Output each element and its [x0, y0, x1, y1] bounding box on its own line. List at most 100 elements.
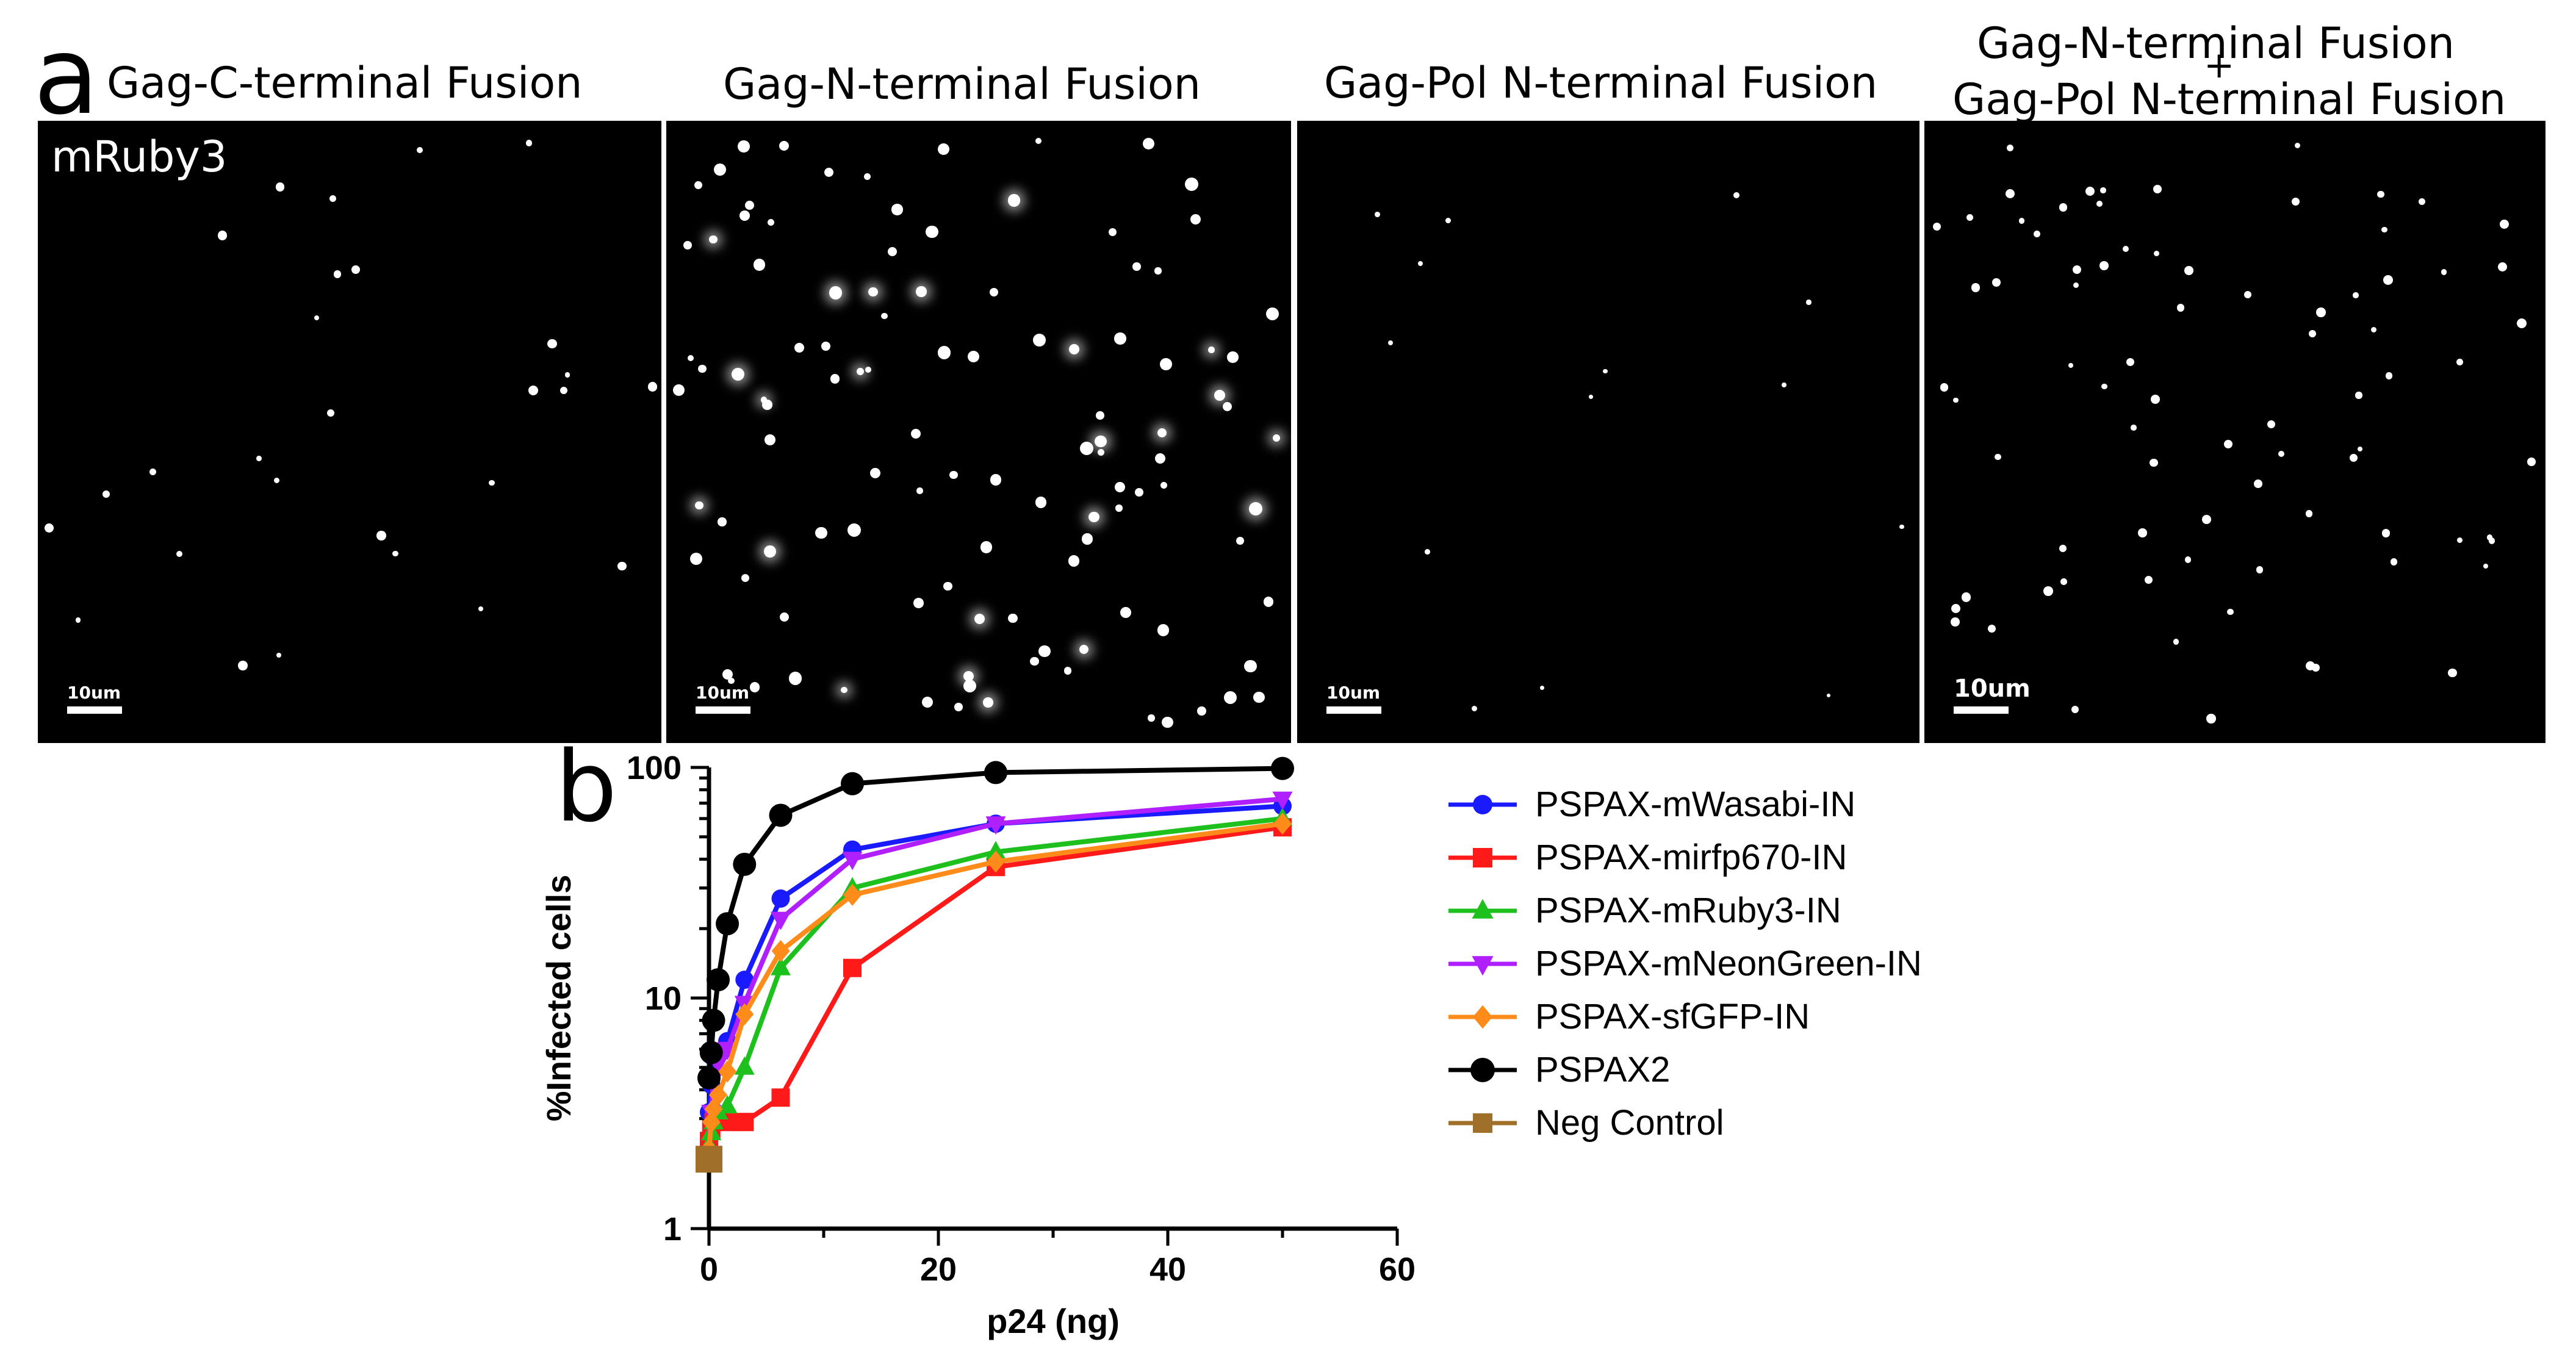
particle-spot	[1134, 487, 1143, 497]
particle-spot	[741, 574, 750, 583]
image-4-title-plus: +	[2204, 44, 2235, 87]
particle-spot	[739, 210, 750, 221]
particle-spot	[963, 670, 974, 681]
data-point	[699, 1041, 723, 1065]
particle-spot	[1095, 435, 1107, 448]
particle-spot	[865, 367, 871, 373]
particle-spot	[963, 679, 977, 693]
scalebar: 10um	[67, 683, 122, 714]
particle-spot	[1079, 442, 1093, 456]
particle-spot	[983, 697, 993, 708]
data-point	[771, 957, 791, 975]
particle-spot	[2223, 440, 2233, 449]
particle-spot	[2019, 218, 2025, 224]
particle-spot	[2353, 292, 2359, 298]
particle-spot	[2043, 586, 2054, 597]
micrograph-gagpol-n-terminal: 10um	[1297, 121, 1919, 743]
particle-spot	[2291, 197, 2300, 206]
particle-spot	[1733, 192, 1740, 199]
particle-spot	[392, 550, 398, 557]
particle-spot	[2073, 282, 2079, 289]
particle-spot	[974, 613, 985, 625]
data-point	[769, 803, 793, 827]
chart-legend: PSPAX-mWasabi-IN PSPAX-mirfp670-IN PSPAX-m…	[1446, 778, 1922, 1149]
particle-spot	[937, 143, 950, 156]
scalebar-label: 10um	[1954, 675, 2031, 703]
legend-swatch	[1448, 1057, 1517, 1082]
particle-spot	[1272, 434, 1280, 442]
image-1-title: Gag-C-terminal Fusion	[107, 58, 583, 108]
particle-spot	[1190, 214, 1201, 225]
data-point	[1273, 813, 1292, 835]
particle-spot	[2253, 479, 2262, 488]
particle-spot	[708, 235, 718, 244]
panel-a-letter: a	[34, 15, 99, 138]
particle-spot	[713, 163, 726, 176]
data-point	[771, 1088, 790, 1107]
particle-spot	[1008, 613, 1018, 623]
micrograph-n-terminal: 10um	[666, 121, 1291, 743]
particle-spot	[1154, 267, 1162, 275]
particle-spot	[989, 287, 999, 297]
particle-spot	[1603, 368, 1608, 373]
particle-spot	[2497, 262, 2507, 271]
particle-spot	[2099, 260, 2109, 270]
particle-spot	[1253, 692, 1265, 703]
particle-spot	[1148, 714, 1155, 722]
particle-spot	[333, 270, 342, 278]
particle-spot	[2305, 510, 2312, 517]
data-point	[702, 1008, 725, 1032]
particle-spot	[2184, 266, 2193, 276]
particle-spot	[683, 240, 693, 250]
particle-spot	[1096, 411, 1104, 420]
particle-spot	[2153, 185, 2162, 194]
series-neg-control	[696, 1146, 722, 1173]
particle-spot	[1827, 694, 1831, 698]
particle-spot	[1079, 644, 1089, 655]
data-point	[771, 939, 790, 962]
particle-spot	[1143, 138, 1155, 150]
particle-spot	[968, 350, 980, 362]
particle-spot	[314, 315, 320, 321]
particle-spot	[815, 526, 827, 539]
particle-spot	[617, 561, 627, 570]
particle-spot	[1263, 596, 1274, 607]
particle-spot	[1417, 260, 1423, 266]
y-tick-label: 100	[627, 750, 682, 786]
particle-spot	[698, 364, 707, 373]
particle-spot	[760, 397, 768, 403]
data-point	[984, 761, 1007, 785]
particle-spot	[1214, 389, 1226, 401]
particle-spot	[2527, 458, 2536, 466]
particle-spot	[2256, 566, 2264, 573]
data-point	[843, 883, 862, 906]
particle-spot	[1950, 617, 1960, 627]
image-2-title: Gag-N-terminal Fusion	[723, 59, 1201, 109]
scalebar-line	[1954, 706, 2009, 714]
particle-spot	[1196, 706, 1206, 716]
particle-spot	[45, 523, 54, 533]
particle-spot	[2278, 451, 2285, 458]
particle-spot	[1157, 428, 1167, 437]
particle-spot	[1088, 511, 1099, 523]
particle-spot	[1115, 505, 1123, 512]
particle-spot	[1953, 398, 1959, 403]
particle-spot	[149, 469, 157, 476]
particle-spot	[275, 182, 285, 192]
particle-spot	[2100, 187, 2106, 193]
data-point	[735, 1003, 754, 1025]
particle-spot	[722, 669, 733, 680]
particle-spot	[2138, 528, 2147, 537]
scalebar-line	[696, 706, 750, 714]
particle-spot	[2085, 186, 2095, 196]
particle-spot	[695, 501, 703, 510]
series-line	[707, 766, 1283, 1079]
data-point	[735, 1113, 754, 1132]
particle-spot	[1265, 307, 1279, 320]
data-point	[987, 850, 1005, 873]
data-point	[1472, 955, 1494, 975]
particle-spot	[1249, 502, 1262, 516]
image-4-title-line2: Gag-Pol N-terminal Fusion	[1952, 74, 2506, 124]
y-tick-label: 10	[645, 980, 682, 1017]
particle-spot	[954, 703, 963, 711]
